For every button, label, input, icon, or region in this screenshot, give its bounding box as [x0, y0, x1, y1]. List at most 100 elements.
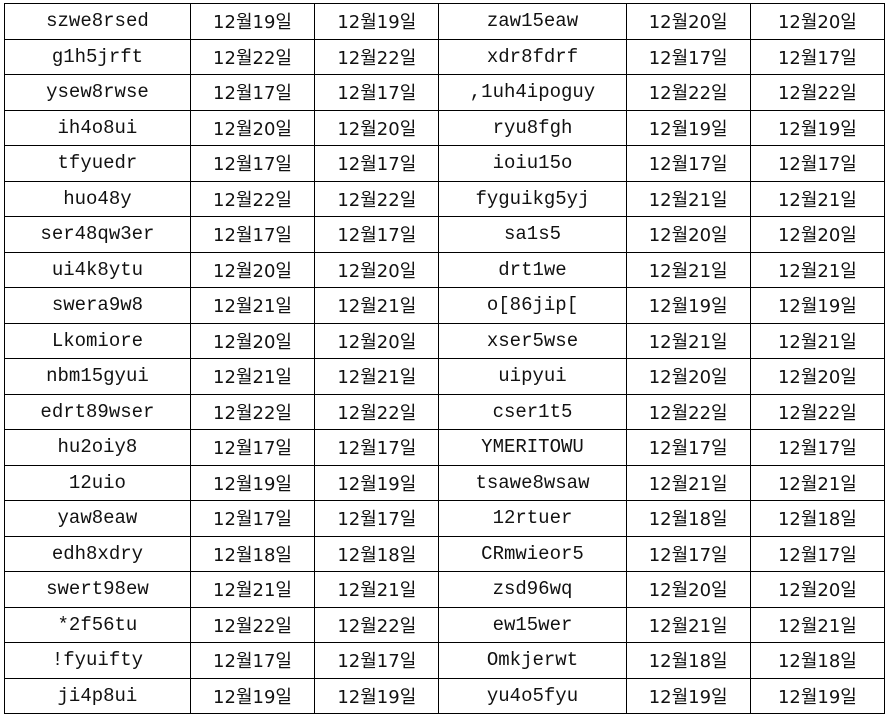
date-cell[interactable]: 12월17일	[625, 38, 751, 75]
date-cell[interactable]: 12월22일	[189, 180, 316, 217]
date-cell[interactable]: 12월20일	[314, 109, 440, 146]
date-cell[interactable]: 12월17일	[749, 535, 885, 572]
code-cell[interactable]: uipyui	[438, 358, 627, 395]
date-cell[interactable]: 12월17일	[314, 642, 440, 679]
code-cell[interactable]: Omkjerwt	[438, 642, 627, 679]
date-cell[interactable]: 12월22일	[189, 606, 316, 643]
date-cell[interactable]: 12월19일	[625, 677, 751, 714]
code-cell[interactable]: tfyuedr	[4, 145, 191, 182]
date-cell[interactable]: 12월22일	[314, 606, 440, 643]
date-cell[interactable]: 12월20일	[189, 322, 316, 359]
date-cell[interactable]: 12월21일	[625, 464, 751, 501]
date-cell[interactable]: 12월21일	[749, 180, 885, 217]
date-cell[interactable]: 12월20일	[749, 358, 885, 395]
code-cell[interactable]: huo48y	[4, 180, 191, 217]
code-cell[interactable]: g1h5jrft	[4, 38, 191, 75]
date-cell[interactable]: 12월17일	[625, 535, 751, 572]
date-cell[interactable]: 12월20일	[314, 322, 440, 359]
date-cell[interactable]: 12월19일	[189, 3, 316, 40]
code-cell[interactable]: YMERITOWU	[438, 429, 627, 466]
date-cell[interactable]: 12월22일	[314, 393, 440, 430]
date-cell[interactable]: 12월19일	[749, 109, 885, 146]
date-cell[interactable]: 12월17일	[189, 74, 316, 111]
date-cell[interactable]: 12월17일	[189, 642, 316, 679]
code-cell[interactable]: Lkomiore	[4, 322, 191, 359]
date-cell[interactable]: 12월17일	[314, 74, 440, 111]
code-cell[interactable]: szwe8rsed	[4, 3, 191, 40]
date-cell[interactable]: 12월21일	[314, 571, 440, 608]
date-cell[interactable]: 12월17일	[189, 145, 316, 182]
date-cell[interactable]: 12월17일	[189, 429, 316, 466]
date-cell[interactable]: 12월22일	[749, 393, 885, 430]
code-cell[interactable]: ji4p8ui	[4, 677, 191, 714]
date-cell[interactable]: 12월21일	[749, 322, 885, 359]
date-cell[interactable]: 12월22일	[189, 38, 316, 75]
date-cell[interactable]: 12월21일	[749, 251, 885, 288]
date-cell[interactable]: 12월21일	[625, 180, 751, 217]
code-cell[interactable]: swert98ew	[4, 571, 191, 608]
code-cell[interactable]: swera9w8	[4, 287, 191, 324]
date-cell[interactable]: 12월21일	[749, 606, 885, 643]
date-cell[interactable]: 12월22일	[625, 74, 751, 111]
code-cell[interactable]: !fyuifty	[4, 642, 191, 679]
date-cell[interactable]: 12월18일	[189, 535, 316, 572]
date-cell[interactable]: 12월22일	[314, 38, 440, 75]
code-cell[interactable]: hu2oiy8	[4, 429, 191, 466]
code-cell[interactable]: drt1we	[438, 251, 627, 288]
code-cell[interactable]: ui4k8ytu	[4, 251, 191, 288]
code-cell[interactable]: CRmwieor5	[438, 535, 627, 572]
date-cell[interactable]: 12월17일	[314, 429, 440, 466]
date-cell[interactable]: 12월22일	[625, 393, 751, 430]
code-cell[interactable]: edh8xdry	[4, 535, 191, 572]
date-cell[interactable]: 12월19일	[625, 287, 751, 324]
code-cell[interactable]: ser48qw3er	[4, 216, 191, 253]
code-cell[interactable]: ryu8fgh	[438, 109, 627, 146]
code-cell[interactable]: zsd96wq	[438, 571, 627, 608]
code-cell[interactable]: ysew8rwse	[4, 74, 191, 111]
date-cell[interactable]: 12월17일	[749, 429, 885, 466]
code-cell[interactable]: *2f56tu	[4, 606, 191, 643]
date-cell[interactable]: 12월20일	[625, 571, 751, 608]
date-cell[interactable]: 12월20일	[189, 251, 316, 288]
code-cell[interactable]: ,1uh4ipoguy	[438, 74, 627, 111]
code-cell[interactable]: zaw15eaw	[438, 3, 627, 40]
code-cell[interactable]: 12uio	[4, 464, 191, 501]
code-cell[interactable]: cser1t5	[438, 393, 627, 430]
date-cell[interactable]: 12월17일	[314, 145, 440, 182]
code-cell[interactable]: 12rtuer	[438, 500, 627, 537]
code-cell[interactable]: nbm15gyui	[4, 358, 191, 395]
date-cell[interactable]: 12월19일	[625, 109, 751, 146]
date-cell[interactable]: 12월20일	[749, 216, 885, 253]
date-cell[interactable]: 12월18일	[625, 642, 751, 679]
date-cell[interactable]: 12월18일	[749, 642, 885, 679]
code-cell[interactable]: xdr8fdrf	[438, 38, 627, 75]
date-cell[interactable]: 12월21일	[189, 287, 316, 324]
date-cell[interactable]: 12월20일	[189, 109, 316, 146]
code-cell[interactable]: ew15wer	[438, 606, 627, 643]
date-cell[interactable]: 12월19일	[189, 464, 316, 501]
date-cell[interactable]: 12월20일	[749, 3, 885, 40]
date-cell[interactable]: 12월21일	[189, 358, 316, 395]
date-cell[interactable]: 12월21일	[314, 287, 440, 324]
date-cell[interactable]: 12월17일	[314, 216, 440, 253]
date-cell[interactable]: 12월19일	[189, 677, 316, 714]
date-cell[interactable]: 12월19일	[314, 3, 440, 40]
date-cell[interactable]: 12월18일	[625, 500, 751, 537]
code-cell[interactable]: tsawe8wsaw	[438, 464, 627, 501]
code-cell[interactable]: sa1s5	[438, 216, 627, 253]
date-cell[interactable]: 12월17일	[625, 429, 751, 466]
date-cell[interactable]: 12월22일	[189, 393, 316, 430]
date-cell[interactable]: 12월20일	[625, 358, 751, 395]
date-cell[interactable]: 12월21일	[749, 464, 885, 501]
code-cell[interactable]: ih4o8ui	[4, 109, 191, 146]
date-cell[interactable]: 12월21일	[314, 358, 440, 395]
date-cell[interactable]: 12월22일	[749, 74, 885, 111]
code-cell[interactable]: xser5wse	[438, 322, 627, 359]
date-cell[interactable]: 12월17일	[625, 145, 751, 182]
date-cell[interactable]: 12월17일	[749, 145, 885, 182]
date-cell[interactable]: 12월18일	[749, 500, 885, 537]
date-cell[interactable]: 12월21일	[625, 322, 751, 359]
code-cell[interactable]: edrt89wser	[4, 393, 191, 430]
code-cell[interactable]: yu4o5fyu	[438, 677, 627, 714]
date-cell[interactable]: 12월17일	[189, 500, 316, 537]
